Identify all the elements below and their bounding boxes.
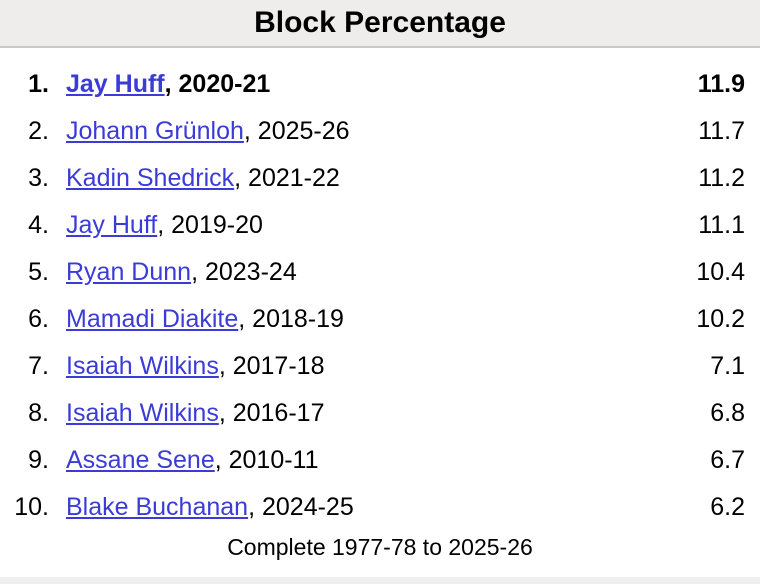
season-label: , 2019-20 xyxy=(157,211,263,239)
table-row: 10. Blake Buchanan, 2024-25 6.2 xyxy=(0,484,760,531)
season-label: , 2016-17 xyxy=(218,399,325,427)
player-link[interactable]: Jay Huff xyxy=(66,70,165,98)
stat-value: 6.2 xyxy=(710,493,745,521)
player-link[interactable]: Ryan Dunn xyxy=(66,258,192,286)
stat-value: 11.7 xyxy=(698,117,745,145)
stat-value: 11.9 xyxy=(697,70,745,98)
player-season: Jay Huff, 2020-21 xyxy=(66,61,270,108)
stat-value: 11.1 xyxy=(698,211,745,239)
player-link[interactable]: Blake Buchanan xyxy=(66,493,249,521)
stat-value: 6.7 xyxy=(710,446,745,474)
stat-value: 11.2 xyxy=(698,164,745,192)
player-link[interactable]: Kadin Shedrick xyxy=(66,164,235,192)
stat-value: 6.8 xyxy=(710,399,745,427)
stat-value: 7.1 xyxy=(710,352,745,380)
table-row: 2. Johann Grünloh, 2025-26 11.7 xyxy=(0,108,760,155)
season-label: , 2017-18 xyxy=(218,352,325,380)
season-label: , 2025-26 xyxy=(243,117,350,145)
rank-label: 7. xyxy=(28,352,49,380)
rank-label: 2. xyxy=(28,117,49,145)
table-row: 9. Assane Sene, 2010-11 6.7 xyxy=(0,437,760,484)
rank-label: 1. xyxy=(28,70,49,98)
player-season: Kadin Shedrick, 2021-22 xyxy=(66,155,340,202)
page-title: Block Percentage xyxy=(254,6,506,39)
season-label: , 2021-22 xyxy=(234,164,340,192)
player-link[interactable]: Johann Grünloh xyxy=(66,117,244,145)
player-season: Ryan Dunn, 2023-24 xyxy=(66,249,297,296)
player-season: Isaiah Wilkins, 2017-18 xyxy=(66,343,324,390)
next-section-strip xyxy=(0,577,760,584)
player-season: Johann Grünloh, 2025-26 xyxy=(66,108,350,155)
table-row: 4. Jay Huff, 2019-20 11.1 xyxy=(0,202,760,249)
rank-label: 10. xyxy=(14,493,49,521)
rank-label: 3. xyxy=(28,164,49,192)
table-row: 8. Isaiah Wilkins, 2016-17 6.8 xyxy=(0,390,760,437)
table-row: 6. Mamadi Diakite, 2018-19 10.2 xyxy=(0,296,760,343)
player-season: Isaiah Wilkins, 2016-17 xyxy=(66,390,324,437)
completeness-note: Complete 1977-78 to 2025-26 xyxy=(227,534,533,560)
stat-value: 10.2 xyxy=(696,305,745,333)
rank-label: 8. xyxy=(28,399,49,427)
player-season: Jay Huff, 2019-20 xyxy=(66,202,263,249)
season-label: , 2023-24 xyxy=(191,258,297,286)
season-label: , 2020-21 xyxy=(164,70,271,98)
player-link[interactable]: Mamadi Diakite xyxy=(66,305,239,333)
season-label: , 2024-25 xyxy=(248,493,354,521)
rank-label: 9. xyxy=(28,446,49,474)
rank-label: 5. xyxy=(28,258,49,286)
table-row: 1. Jay Huff, 2020-21 11.9 xyxy=(0,61,760,108)
table-row: 5. Ryan Dunn, 2023-24 10.4 xyxy=(0,249,760,296)
season-label: , 2010-11 xyxy=(214,446,319,474)
table-row: 7. Isaiah Wilkins, 2017-18 7.1 xyxy=(0,343,760,390)
rank-label: 4. xyxy=(28,211,49,239)
leaderboard-list: 1. Jay Huff, 2020-21 11.9 2. Johann Grün… xyxy=(0,48,760,531)
player-season: Assane Sene, 2010-11 xyxy=(66,437,319,484)
player-link[interactable]: Isaiah Wilkins xyxy=(66,352,219,380)
stat-value: 10.4 xyxy=(696,258,745,286)
table-row: 3. Kadin Shedrick, 2021-22 11.2 xyxy=(0,155,760,202)
player-season: Blake Buchanan, 2024-25 xyxy=(66,484,354,531)
widget-header: Block Percentage xyxy=(0,0,760,48)
player-link[interactable]: Jay Huff xyxy=(66,211,158,239)
player-season: Mamadi Diakite, 2018-19 xyxy=(66,296,344,343)
season-label: , 2018-19 xyxy=(238,305,344,333)
player-link[interactable]: Isaiah Wilkins xyxy=(66,399,219,427)
rank-label: 6. xyxy=(28,305,49,333)
player-link[interactable]: Assane Sene xyxy=(66,446,215,474)
